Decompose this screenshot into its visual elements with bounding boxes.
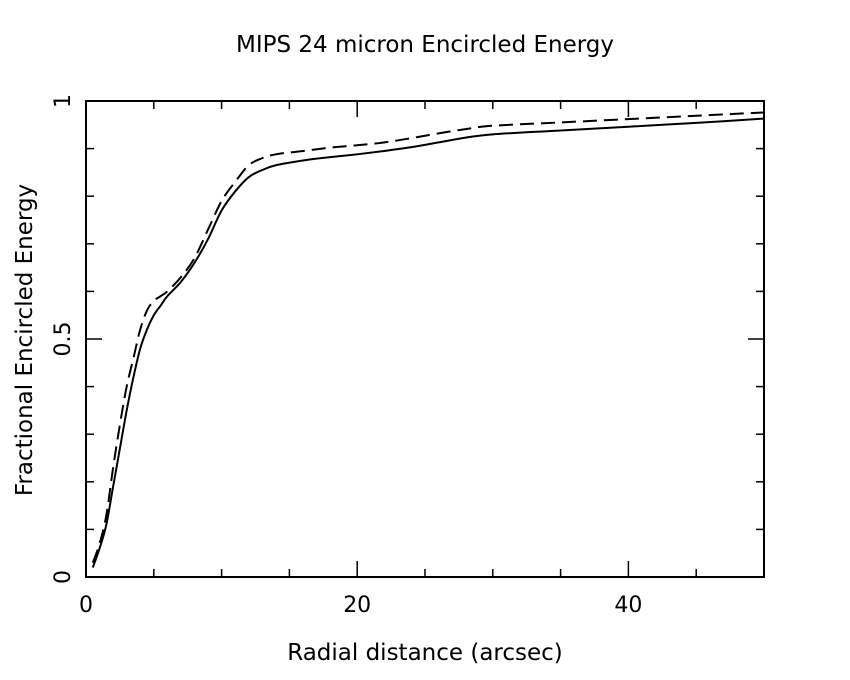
series-line-solid	[91, 117, 765, 568]
y-tick-label: 0	[51, 570, 76, 584]
x-tick-label: 0	[79, 593, 93, 618]
plot-frame	[85, 100, 765, 578]
series-line-dashed	[91, 111, 765, 564]
y-tick-label: 0.5	[51, 322, 76, 357]
y-tick-label: 1	[51, 94, 76, 108]
x-axis-label: Radial distance (arcsec)	[287, 640, 563, 666]
axis-ticks	[85, 100, 765, 578]
y-axis-label: Fractional Encircled Energy	[12, 184, 38, 496]
tick-labels: 0 20 40 0 0.5 1	[51, 94, 642, 618]
series-layer	[91, 111, 765, 568]
x-tick-label: 20	[343, 593, 371, 618]
chart-title: MIPS 24 micron Encircled Energy	[236, 32, 614, 58]
x-tick-label: 40	[614, 593, 642, 618]
